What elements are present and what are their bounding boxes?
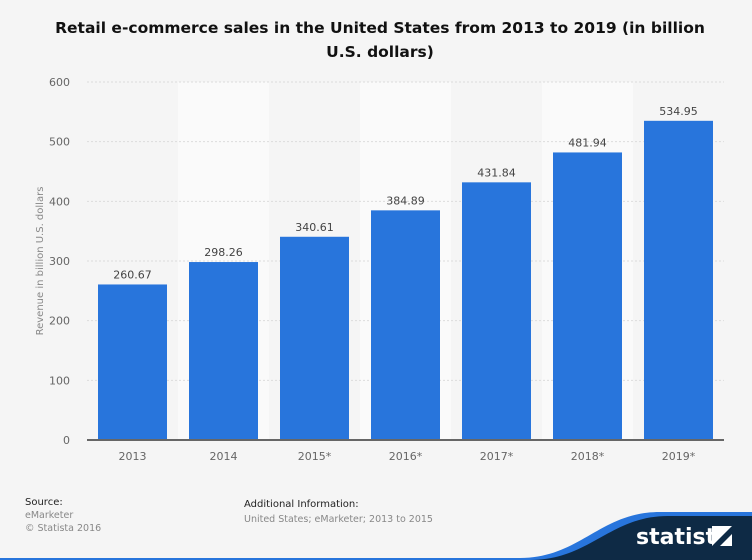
y-tick-label: 200	[49, 315, 70, 328]
y-axis-label: Revenue in billion U.S. dollars	[35, 187, 46, 336]
info-label: Additional Information:	[244, 499, 359, 510]
bar-2018*	[553, 152, 622, 441]
data-label: 431.84	[477, 166, 516, 179]
y-tick-label: 500	[49, 136, 70, 149]
bar-2013	[98, 284, 167, 440]
y-tick-label: 400	[49, 195, 70, 208]
x-tick-label: 2019*	[662, 450, 696, 463]
bar-2019*	[644, 120, 713, 440]
data-label: 481.94	[568, 136, 607, 149]
bar-2017*	[462, 182, 531, 441]
data-label: 534.95	[659, 105, 698, 118]
statista-logo-icon	[712, 526, 732, 546]
source-block: Source: eMarketer © Statista 2016	[25, 496, 101, 535]
y-tick-label: 300	[49, 255, 70, 268]
info-text: United States; eMarketer; 2013 to 2015	[244, 514, 433, 525]
x-tick-label: 2018*	[571, 450, 605, 463]
x-tick-label: 2014	[210, 450, 238, 463]
bar-2016*	[371, 210, 440, 440]
data-label: 298.26	[204, 246, 243, 259]
x-tick-label: 2013	[119, 450, 147, 463]
x-tick-label: 2016*	[389, 450, 423, 463]
x-tick-label: 2015*	[298, 450, 332, 463]
source-label: Source:	[25, 497, 63, 508]
x-tick-label: 2017*	[480, 450, 514, 463]
brand-banner: statista	[0, 512, 752, 560]
additional-info-block: Additional Information: United States; e…	[244, 498, 433, 526]
y-tick-label: 0	[63, 434, 70, 447]
y-tick-label: 100	[49, 374, 70, 387]
data-label: 260.67	[113, 268, 152, 281]
bar-2014	[189, 262, 258, 440]
data-label: 340.61	[295, 221, 334, 234]
chart-title: Retail e-commerce sales in the United St…	[55, 19, 705, 61]
bar-chart: 0 100 200 300 400 500 600 260.67 2013 298.26 2014 3…	[35, 76, 724, 463]
bar-2015*	[280, 236, 349, 440]
source-line: eMarketer	[25, 510, 74, 521]
copyright-line: © Statista 2016	[25, 523, 102, 534]
data-label: 384.89	[386, 194, 425, 207]
y-tick-label: 600	[49, 76, 70, 89]
